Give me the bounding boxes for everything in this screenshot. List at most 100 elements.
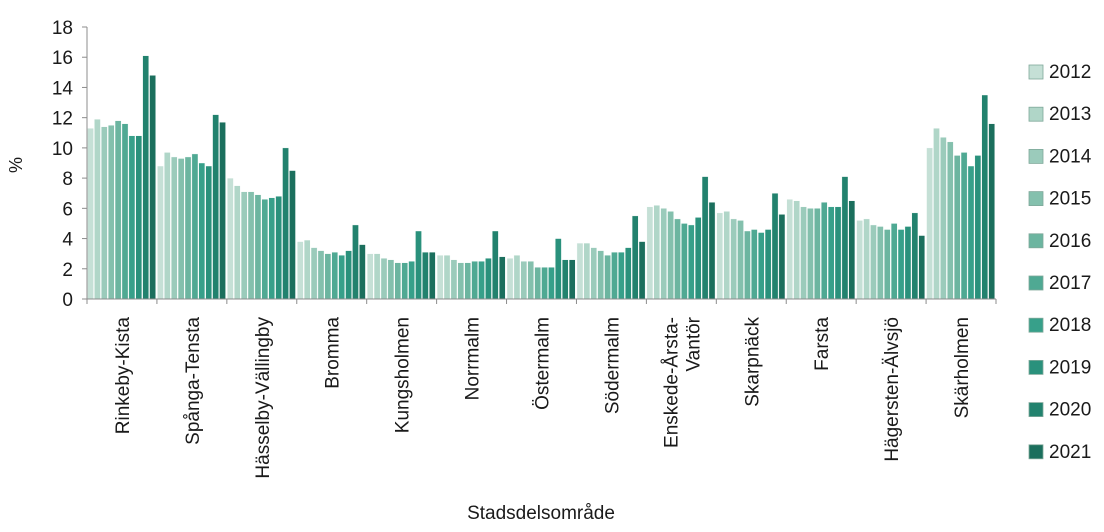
bar-2020-4 (422, 251, 429, 300)
bar-2016-4 (394, 262, 402, 300)
bar-2019-0 (135, 135, 143, 300)
y-axis-title: % (6, 157, 26, 173)
bar-2013-7 (583, 242, 591, 300)
bar-2014-5 (450, 259, 458, 300)
bar-2021-8 (708, 202, 716, 300)
x-axis-title: Stadsdelsområde (467, 503, 615, 524)
legend-label-2017: 2017 (1049, 273, 1091, 294)
bar-2019-12 (974, 155, 982, 300)
bar-2014-9 (730, 218, 737, 300)
bar-2014-3 (310, 247, 318, 300)
bar-2016-10 (814, 208, 821, 300)
bar-2012-1 (157, 165, 164, 300)
bar-2015-2 (247, 191, 255, 300)
bar-2017-6 (541, 267, 548, 300)
bar-2020-10 (841, 176, 849, 300)
bar-2015-3 (317, 250, 325, 300)
y-tick-label: 14 (52, 78, 74, 99)
bar-2012-5 (436, 254, 444, 300)
bar-2021-11 (918, 235, 926, 300)
x-category-label: Norrmalm (463, 317, 484, 400)
bar-2012-7 (576, 242, 584, 300)
bar-2012-3 (297, 241, 304, 300)
legend-swatch-2013 (1028, 106, 1044, 122)
legend-swatch-2020 (1028, 402, 1044, 418)
bar-2016-6 (534, 267, 541, 300)
bar-2018-10 (827, 206, 835, 300)
legend-swatch-2014 (1028, 148, 1044, 164)
legend-label-2014: 2014 (1049, 146, 1092, 167)
bar-2016-0 (114, 120, 122, 300)
bar-2017-12 (960, 152, 968, 300)
bar-2015-10 (807, 208, 814, 300)
x-category-label: Hägersten-Älvsjö (882, 317, 903, 462)
bar-2015-1 (177, 158, 185, 300)
bar-2015-11 (877, 226, 884, 300)
bar-2012-12 (926, 147, 933, 300)
bar-2016-12 (953, 155, 961, 300)
legend-label-2013: 2013 (1049, 104, 1091, 125)
legend-label-2018: 2018 (1049, 315, 1091, 336)
y-tick-label: 0 (62, 290, 73, 311)
bar-2021-9 (778, 214, 786, 300)
bar-2013-2 (234, 185, 241, 300)
x-category-label: Östermalm (533, 317, 554, 410)
bar-2018-3 (338, 254, 345, 300)
y-tick-label: 12 (52, 109, 73, 130)
bar-2020-9 (771, 193, 779, 300)
bar-2018-2 (268, 197, 276, 300)
y-tick-label: 2 (62, 260, 73, 281)
x-category-label: Enskede-Årsta- (661, 317, 682, 448)
bar-2013-9 (723, 211, 730, 300)
legend-swatch-2015 (1028, 191, 1044, 207)
bar-2012-8 (646, 206, 654, 300)
bar-2017-2 (261, 199, 269, 300)
bar-2017-10 (820, 202, 828, 300)
bar-2013-3 (303, 239, 311, 300)
bar-2020-2 (282, 147, 289, 300)
legend-label-2012: 2012 (1049, 62, 1091, 83)
y-tick-label: 16 (52, 48, 73, 69)
bar-2015-12 (947, 141, 954, 300)
x-category-label: Södermalm (602, 317, 623, 414)
bar-2012-0 (87, 128, 94, 300)
bar-2020-12 (981, 94, 989, 300)
bar-2021-6 (568, 259, 576, 300)
bar-2017-4 (401, 262, 408, 300)
bar-2016-8 (674, 218, 681, 300)
legend-label-2016: 2016 (1049, 231, 1091, 252)
legend: 2012 2013 2014 2015 2016 2017 2018 2019 2020 2021 (1028, 62, 1092, 463)
bar-2012-2 (227, 177, 234, 300)
bar-2021-2 (289, 170, 296, 300)
bar-2014-10 (800, 206, 807, 300)
x-category-label: Kungsholmen (393, 317, 414, 433)
bar-2019-6 (555, 238, 562, 300)
bar-2018-7 (618, 251, 625, 300)
bar-2013-10 (793, 200, 800, 300)
bar-2014-12 (940, 137, 947, 300)
y-tick-label: 10 (52, 139, 73, 160)
x-category-label: Bromma (323, 317, 344, 389)
bar-2014-11 (870, 224, 877, 300)
bar-2019-9 (764, 229, 772, 300)
bar-2018-12 (967, 165, 975, 300)
bar-2014-4 (380, 258, 388, 300)
bar-2019-8 (694, 217, 702, 300)
bar-2015-0 (107, 125, 115, 300)
bar-2015-7 (597, 250, 604, 300)
bar-2012-6 (506, 258, 514, 300)
bar-2016-5 (464, 262, 471, 300)
bar-2021-0 (149, 75, 156, 300)
bar-2016-11 (884, 229, 891, 300)
x-axis-category-labels: Rinkeby-Kista Spånga-Tensta Hässelby-Välli… (113, 316, 973, 478)
bar-2018-4 (408, 261, 415, 300)
bar-2019-2 (275, 196, 282, 300)
bar-2019-1 (205, 165, 212, 300)
bar-2020-7 (631, 215, 639, 300)
y-tick-label: 8 (62, 169, 73, 190)
bar-2012-9 (716, 212, 724, 300)
bar-2014-6 (520, 261, 528, 300)
bar-2017-8 (681, 223, 688, 300)
bar-2019-11 (904, 226, 912, 300)
